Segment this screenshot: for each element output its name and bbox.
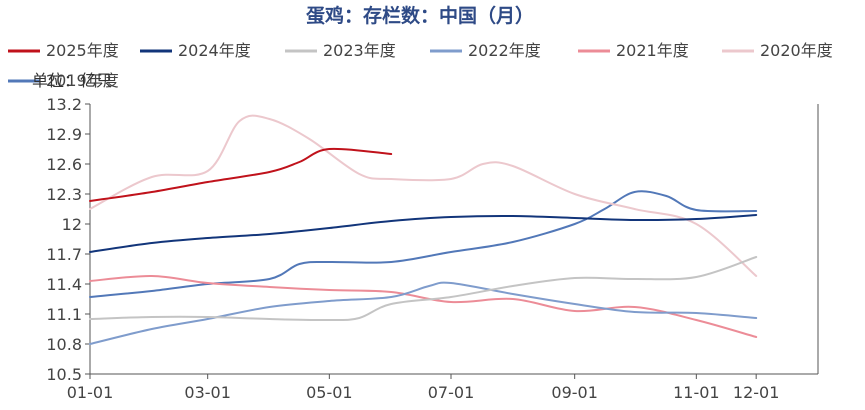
legend-label-2023: 2023年度 [323, 41, 396, 60]
chart-title: 蛋鸡：存栏数：中国（月） [306, 4, 534, 27]
series-line-2023 [89, 256, 758, 322]
legend-label-2024: 2024年度 [178, 41, 251, 60]
y-tick-label: 11.1 [46, 305, 82, 324]
x-tick-label: 07-01 [428, 383, 475, 402]
y-tick-label: 12.3 [46, 185, 82, 204]
axes: 10.5 10.8 11.1 11.4 11.7 12 12.3 12.6 12.9 13.2 01… [46, 95, 819, 402]
x-tick-label: 01-01 [67, 383, 114, 402]
y-tick-label: 11.4 [46, 275, 82, 294]
x-tick-label: 05-01 [306, 383, 353, 402]
series-line-2020 [89, 114, 758, 277]
x-tick-label: 12-01 [733, 383, 780, 402]
y-tick-label: 10.5 [46, 365, 82, 384]
x-tick-label: 03-01 [184, 383, 231, 402]
series-line-2019 [89, 190, 758, 298]
y-tick-label: 12 [62, 215, 82, 234]
series-line-2021 [89, 274, 758, 338]
y-tick-label: 12.6 [46, 155, 82, 174]
legend-label-2022: 2022年度 [468, 41, 541, 60]
unit-label: 单位：亿只 [32, 71, 112, 90]
y-tick-label: 10.8 [46, 335, 82, 354]
y-tick-label: 12.9 [46, 125, 82, 144]
series-group [89, 114, 758, 345]
legend-label-2019: 2019年度 [46, 71, 119, 90]
y-tick-label: 11.7 [46, 245, 82, 264]
legend-label-2020: 2020年度 [760, 41, 833, 60]
series-line-2024 [89, 214, 758, 253]
series-line-2022 [89, 281, 758, 345]
y-tick-label: 13.2 [46, 95, 82, 114]
legend-label-2025: 2025年度 [46, 41, 119, 60]
x-tick-label: 11-01 [673, 383, 720, 402]
legend: 2025年度 2024年度 2023年度 2022年度 2021年度 2020年度 2019… [8, 41, 833, 90]
series-line-2025 [89, 147, 393, 202]
legend-label-2021: 2021年度 [616, 41, 689, 60]
x-tick-label: 09-01 [551, 383, 598, 402]
